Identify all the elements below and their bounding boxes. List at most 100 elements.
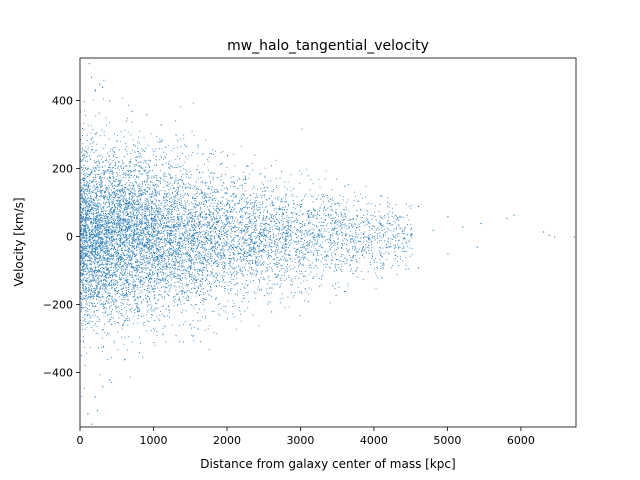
scatter-point xyxy=(242,283,243,285)
scatter-point xyxy=(221,256,222,258)
scatter-point xyxy=(162,271,164,273)
scatter-point xyxy=(124,261,126,263)
scatter-point xyxy=(99,259,100,261)
scatter-point xyxy=(244,258,246,260)
scatter-point xyxy=(113,194,115,196)
scatter-point xyxy=(120,302,122,304)
scatter-point xyxy=(348,250,349,252)
scatter-point xyxy=(133,270,135,271)
scatter-point xyxy=(337,234,339,236)
scatter-point xyxy=(162,164,164,166)
scatter-point xyxy=(99,214,101,216)
scatter-point xyxy=(156,257,158,258)
scatter-point xyxy=(126,226,128,228)
scatter-point xyxy=(181,273,183,275)
scatter-point xyxy=(140,258,142,260)
scatter-point xyxy=(261,262,263,264)
scatter-point xyxy=(103,272,105,274)
scatter-point xyxy=(202,251,204,253)
scatter-point xyxy=(164,296,166,298)
scatter-point xyxy=(138,193,140,195)
scatter-point xyxy=(223,271,225,273)
scatter-point xyxy=(124,272,126,274)
scatter-point xyxy=(192,263,194,264)
scatter-point xyxy=(154,243,156,245)
scatter-point xyxy=(183,138,185,140)
scatter-point xyxy=(136,156,138,158)
scatter-point xyxy=(188,183,190,184)
scatter-point xyxy=(193,235,194,236)
scatter-point xyxy=(112,182,114,184)
scatter-point xyxy=(344,212,346,214)
scatter-point xyxy=(100,243,101,245)
scatter-point xyxy=(156,232,158,234)
scatter-point xyxy=(95,254,96,256)
scatter-point xyxy=(258,215,260,216)
scatter-point xyxy=(211,218,213,220)
scatter-point xyxy=(128,336,130,338)
scatter-point xyxy=(126,227,128,229)
scatter-point xyxy=(300,238,302,240)
scatter-point xyxy=(192,245,194,247)
scatter-point xyxy=(93,207,95,209)
scatter-point xyxy=(227,219,229,221)
scatter-point xyxy=(206,202,207,204)
scatter-point xyxy=(109,244,111,246)
scatter-point xyxy=(372,215,374,217)
scatter-point xyxy=(267,263,269,265)
scatter-point xyxy=(85,252,87,254)
scatter-point xyxy=(188,203,190,205)
scatter-point xyxy=(285,200,287,202)
scatter-point xyxy=(133,203,135,205)
scatter-point xyxy=(205,315,206,317)
scatter-point xyxy=(316,235,318,237)
scatter-point xyxy=(219,255,221,257)
scatter-point xyxy=(187,242,189,244)
scatter-point xyxy=(342,245,343,247)
scatter-point xyxy=(119,224,121,226)
scatter-point xyxy=(92,278,94,280)
scatter-point xyxy=(96,185,98,187)
scatter-point xyxy=(122,274,124,276)
scatter-point xyxy=(215,200,216,201)
scatter-point xyxy=(98,220,100,222)
scatter-point xyxy=(207,222,209,224)
scatter-point xyxy=(267,236,269,238)
scatter-point xyxy=(238,200,240,201)
scatter-point xyxy=(172,241,174,243)
scatter-point xyxy=(163,225,165,227)
scatter-point xyxy=(298,265,300,267)
scatter-point xyxy=(119,263,121,265)
scatter-point xyxy=(93,141,95,143)
scatter-point xyxy=(141,221,143,223)
scatter-point xyxy=(226,216,228,218)
scatter-point xyxy=(129,204,131,206)
scatter-point xyxy=(125,204,127,206)
scatter-point xyxy=(166,209,168,211)
scatter-point xyxy=(244,229,246,231)
scatter-point xyxy=(168,163,170,165)
scatter-point xyxy=(88,238,90,240)
scatter-point xyxy=(227,202,229,204)
scatter-point xyxy=(119,183,120,185)
scatter-point xyxy=(123,189,125,191)
scatter-point xyxy=(185,260,187,262)
scatter-point xyxy=(144,180,146,182)
scatter-point xyxy=(312,277,314,279)
scatter-point xyxy=(202,262,204,264)
scatter-point xyxy=(152,244,154,246)
scatter-point xyxy=(186,158,188,160)
scatter-point xyxy=(116,267,118,269)
scatter-point xyxy=(112,166,114,168)
scatter-point xyxy=(168,251,170,252)
scatter-point xyxy=(253,242,255,244)
scatter-point xyxy=(303,259,304,260)
scatter-point xyxy=(147,231,149,232)
scatter-point xyxy=(98,181,100,183)
scatter-point xyxy=(126,292,128,294)
scatter-point xyxy=(384,234,386,236)
scatter-point xyxy=(183,225,185,227)
scatter-point xyxy=(209,235,211,237)
scatter-point xyxy=(254,217,256,219)
scatter-point xyxy=(109,217,111,219)
